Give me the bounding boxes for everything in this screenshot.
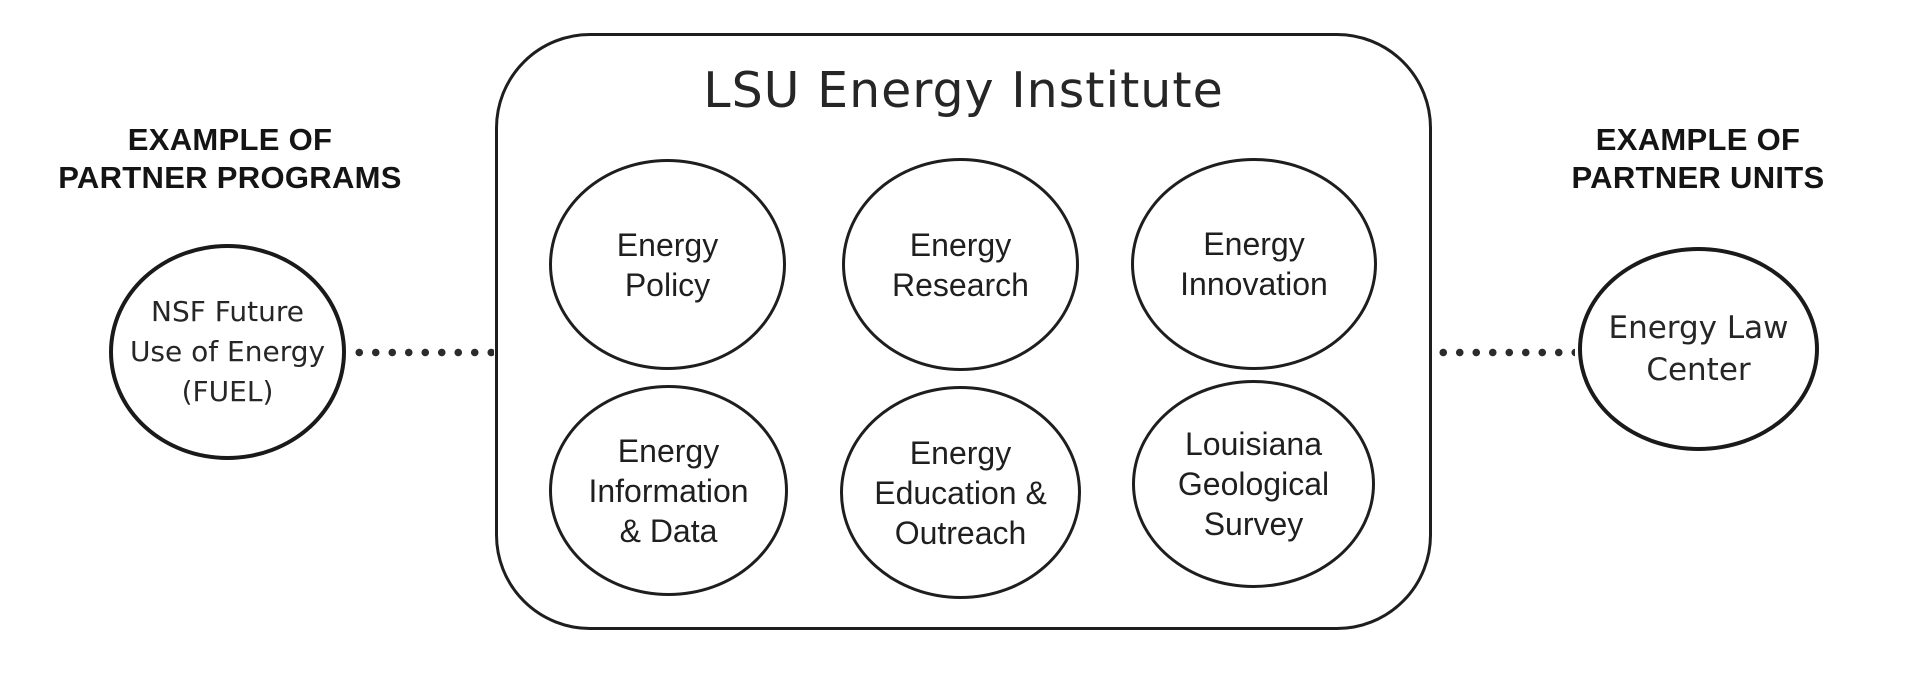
partner-program-label: NSF Future Use of Energy (FUEL) (129, 295, 326, 408)
unit-label-energy-information-data: Energy Information & Data (588, 432, 749, 549)
unit-circle-energy-education-outreach: Energy Education & Outreach (840, 386, 1081, 599)
unit-circle-energy-policy: Energy Policy (549, 159, 786, 370)
unit-circle-energy-innovation: Energy Innovation (1131, 158, 1377, 370)
left-dotted-connector (350, 348, 494, 357)
unit-circle-energy-information-data: Energy Information & Data (549, 385, 788, 596)
partner-program-circle-fuel: NSF Future Use of Energy (FUEL) (109, 244, 346, 460)
unit-label-energy-policy: Energy Policy (616, 226, 719, 303)
partner-programs-heading: EXAMPLE OF PARTNER PROGRAMS (58, 122, 402, 195)
partner-unit-circle-energy-law-center: Energy Law Center (1578, 247, 1819, 451)
unit-circle-louisiana-geological-survey: Louisiana Geological Survey (1132, 380, 1375, 588)
unit-label-energy-innovation: Energy Innovation (1180, 226, 1328, 302)
unit-label-energy-education-outreach: Energy Education & Outreach (874, 434, 1047, 551)
partner-unit-label: Energy Law Center (1608, 310, 1789, 388)
partner-units-heading: EXAMPLE OF PARTNER UNITS (1571, 122, 1825, 195)
unit-label-energy-research: Energy Research (892, 226, 1029, 303)
right-dotted-connector (1434, 348, 1575, 357)
unit-label-louisiana-geological-survey: Louisiana Geological Survey (1177, 426, 1330, 542)
institute-title: LSU Energy Institute (703, 62, 1224, 119)
unit-circle-energy-research: Energy Research (842, 158, 1079, 371)
